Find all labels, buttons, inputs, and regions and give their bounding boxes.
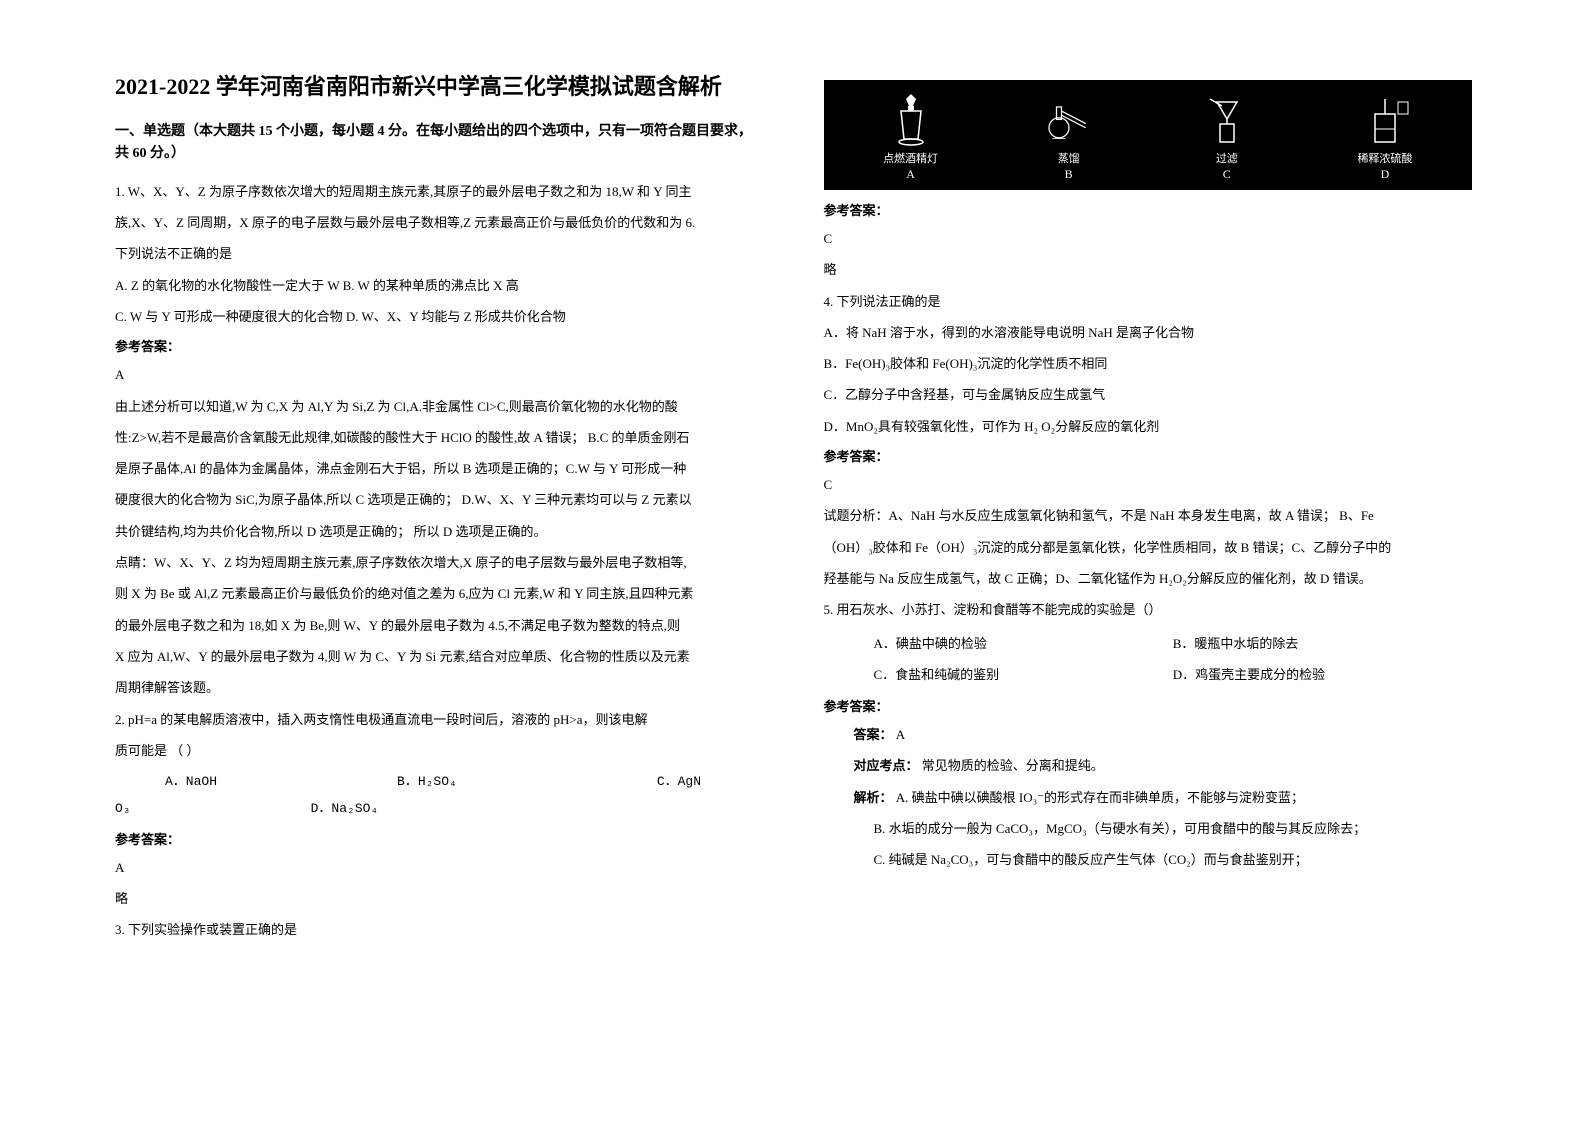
q4-stem: 4. 下列说法正确的是 — [824, 288, 1473, 315]
dilute-acid-icon — [1360, 92, 1410, 152]
diagram-d: 稀释浓硫酸 D — [1306, 92, 1464, 182]
filter-icon — [1202, 92, 1252, 152]
q3-exp: 略 — [824, 256, 1473, 283]
answer-label: 参考答案： — [115, 336, 764, 355]
q4-exp: （OH）₃胶体和 Fe（OH）₃沉淀的成分都是氢氧化铁，化学性质相同，故 B 错… — [824, 534, 1473, 561]
answer-label: 参考答案： — [115, 829, 764, 848]
q2-answer: A — [115, 854, 764, 881]
diagram-letter: C — [1223, 167, 1231, 182]
diagram-label: 过滤 — [1216, 152, 1238, 167]
q1-exp: X 应为 Al,W、Y 的最外层电子数为 4,则 W 为 C、Y 为 Si 元素… — [115, 643, 764, 670]
q5-jx-line: 解析： A. 碘盐中碘以碘酸根 IO₃⁻的形式存在而非碘单质，不能够与淀粉变蓝； — [824, 784, 1473, 811]
q2-opt-d: D．Na₂SO₄ — [311, 795, 379, 822]
q2-opt-a: A．NaOH — [115, 768, 217, 795]
q1-line: 下列说法不正确的是 — [115, 240, 764, 267]
q3-answer: C — [824, 225, 1473, 252]
q3-diagram-row: 点燃酒精灯 A 蒸馏 B — [824, 80, 1473, 190]
q4-exp: 羟基能与 Na 反应生成氢气，故 C 正确；D、二氧化锰作为 H₂O₂分解反应的… — [824, 565, 1473, 592]
q5-jx-b: B. 水垢的成分一般为 CaCO₃，MgCO₃（与硬水有关），可用食醋中的酸与其… — [824, 815, 1473, 842]
diagram-a: 点燃酒精灯 A — [832, 92, 990, 182]
q5-jx-a: A. 碘盐中碘以碘酸根 IO₃⁻的形式存在而非碘单质，不能够与淀粉变蓝； — [896, 790, 1304, 805]
q2-line: 2. pH=a 的某电解质溶液中，插入两支惰性电极通直流电一段时间后，溶液的 p… — [115, 706, 764, 733]
jx-prefix: 解析： — [854, 790, 893, 805]
q1-exp: 则 X 为 Be 或 Al,Z 元素最高正价与最低负价的绝对值之差为 6,应为 … — [115, 580, 764, 607]
q5-answer-line: 答案： A — [824, 721, 1473, 748]
exam-title: 2021-2022 学年河南省南阳市新兴中学高三化学模拟试题含解析 — [115, 70, 764, 103]
q2-line: 质可能是 （ ） — [115, 737, 764, 764]
diagram-b: 蒸馏 B — [990, 92, 1148, 182]
diagram-label: 点燃酒精灯 — [883, 152, 938, 167]
q2-opt-c: C．AgN — [657, 768, 701, 795]
q1-exp: 周期律解答该题。 — [115, 674, 764, 701]
q1-exp: 硬度很大的化合物为 SiC,为原子晶体,所以 C 选项是正确的； D.W、X、Y… — [115, 486, 764, 513]
answer-label: 参考答案： — [824, 200, 1473, 219]
alcohol-lamp-icon — [886, 92, 936, 152]
q1-exp: 共价键结构,均为共价化合物,所以 D 选项是正确的； 所以 D 选项是正确的。 — [115, 518, 764, 545]
q4-opt: C．乙醇分子中含羟基，可与金属钠反应生成氢气 — [824, 381, 1473, 408]
q5-answer: A — [896, 727, 905, 742]
distillation-icon — [1044, 92, 1094, 152]
q1-line: 1. W、X、Y、Z 为原子序数依次增大的短周期主族元素,其原子的最外层电子数之… — [115, 178, 764, 205]
q1-exp: 由上述分析可以知道,W 为 C,X 为 Al,Y 为 Si,Z 为 Cl,A.非… — [115, 393, 764, 420]
q1-line: 族,X、Y、Z 同周期，X 原子的电子层数与最外层电子数相等,Z 元素最高正价与… — [115, 209, 764, 236]
q1-exp: 性:Z>W,若不是最高价含氧酸无此规律,如碳酸的酸性大于 HClO 的酸性,故 … — [115, 424, 764, 451]
q4-opt: B．Fe(OH)₃胶体和 Fe(OH)₃沉淀的化学性质不相同 — [824, 350, 1473, 377]
q2-exp: 略 — [115, 885, 764, 912]
diagram-letter: A — [906, 167, 915, 182]
q5-opt-b: B．暖瓶中水垢的除去 — [1173, 628, 1472, 659]
q1-exp: 是原子晶体,Al 的晶体为金属晶体，沸点金刚石大于铝，所以 B 选项是正确的；C… — [115, 455, 764, 482]
answer-prefix: 答案： — [854, 727, 893, 742]
q5-jx-c: C. 纯碱是 Na₂CO₃，可与食醋中的酸反应产生气体（CO₂）而与食盐鉴别开； — [824, 846, 1473, 873]
q4-exp: 试题分析：A、NaH 与水反应生成氢氧化钠和氢气，不是 NaH 本身发生电离，故… — [824, 502, 1473, 529]
answer-label: 参考答案： — [824, 696, 1473, 715]
kd-prefix: 对应考点： — [854, 758, 919, 773]
q1-option: A. Z 的氧化物的水化物酸性一定大于 W B. W 的某种单质的沸点比 X 高 — [115, 272, 764, 299]
q4-opt: A．将 NaH 溶于水，得到的水溶液能导电说明 NaH 是离子化合物 — [824, 319, 1473, 346]
q5-kd-line: 对应考点： 常见物质的检验、分离和提纯。 — [824, 752, 1473, 779]
q1-answer: A — [115, 361, 764, 388]
diagram-label: 蒸馏 — [1058, 152, 1080, 167]
q2-opt-b: B．H₂SO₄ — [397, 768, 457, 795]
q5-opt-c: C．食盐和纯碱的鉴别 — [874, 659, 1173, 690]
q2-opt-c2: O₃ — [115, 795, 131, 822]
q1-exp: 点睛：W、X、Y、Z 均为短周期主族元素,原子序数依次增大,X 原子的电子层数与… — [115, 549, 764, 576]
q4-answer: C — [824, 471, 1473, 498]
diagram-c: 过滤 C — [1148, 92, 1306, 182]
diagram-letter: B — [1065, 167, 1073, 182]
q5-opt-a: A．碘盐中碘的检验 — [874, 628, 1173, 659]
q3-stem: 3. 下列实验操作或装置正确的是 — [115, 916, 764, 943]
answer-label: 参考答案： — [824, 446, 1473, 465]
diagram-letter: D — [1381, 167, 1390, 182]
q1-option: C. W 与 Y 可形成一种硬度很大的化合物 D. W、X、Y 均能与 Z 形成… — [115, 303, 764, 330]
q5-stem: 5. 用石灰水、小苏打、淀粉和食醋等不能完成的实验是（） — [824, 596, 1473, 623]
diagram-label: 稀释浓硫酸 — [1357, 152, 1412, 167]
q5-kd: 常见物质的检验、分离和提纯。 — [922, 758, 1104, 773]
q4-opt: D．MnO₂具有较强氧化性，可作为 H₂ O₂分解反应的氧化剂 — [824, 413, 1473, 440]
q5-opt-d: D．鸡蛋壳主要成分的检验 — [1173, 659, 1472, 690]
section-header: 一、单选题（本大题共 15 个小题，每小题 4 分。在每小题给出的四个选项中，只… — [115, 121, 764, 166]
q1-exp: 的最外层电子数之和为 18,如 X 为 Be,则 W、Y 的最外层电子数为 4.… — [115, 612, 764, 639]
